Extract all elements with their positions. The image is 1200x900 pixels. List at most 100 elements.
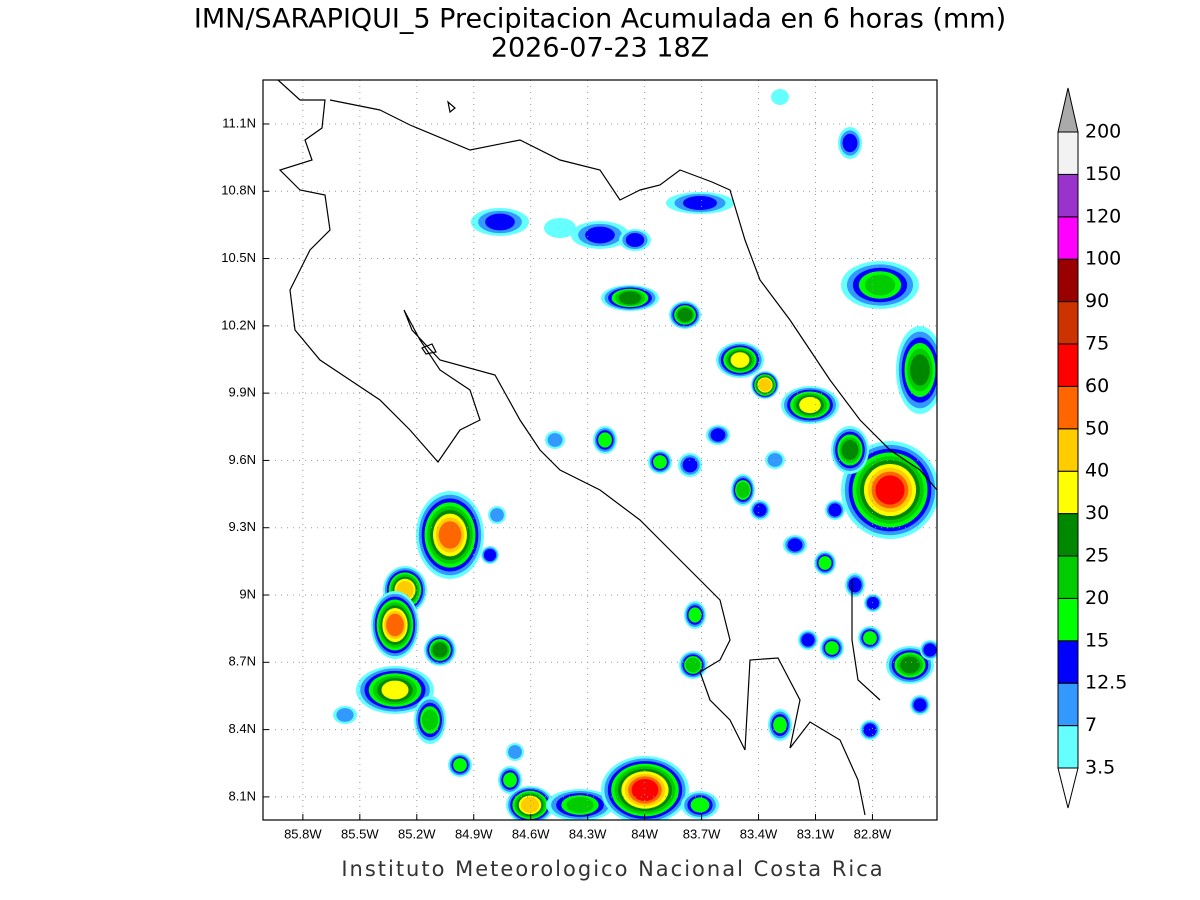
y-tick-label: 9.6N — [229, 452, 256, 467]
rain-contour — [866, 596, 880, 610]
rain-contour — [381, 680, 409, 700]
colorbar-segment — [1057, 597, 1079, 642]
colorbar-segment — [1057, 258, 1079, 303]
y-tick-label: 8.7N — [229, 654, 256, 669]
rain-contour — [438, 521, 462, 549]
rain-contour — [566, 797, 594, 813]
rain-contour — [771, 89, 789, 105]
y-tick-label: 10.8N — [221, 183, 256, 198]
coastline — [277, 80, 937, 816]
x-tick-label: 85.8W — [284, 826, 322, 841]
rain-contour — [863, 631, 877, 645]
colorbar-label: 3.5 — [1085, 757, 1115, 779]
rain-contour — [625, 232, 645, 248]
title: IMN/SARAPIQUI_5 Precipitacion Acumulada … — [194, 4, 1006, 35]
rain-contour — [688, 607, 702, 623]
rain-contour — [485, 213, 515, 231]
rain-contour — [682, 457, 698, 473]
rain-contour — [653, 455, 667, 469]
rain-contour — [842, 133, 858, 153]
colorbar-segment — [1057, 131, 1079, 175]
rain-contour — [585, 226, 615, 244]
rain-contour — [923, 643, 937, 657]
rain-contour — [503, 772, 517, 788]
rain-contour — [685, 657, 701, 673]
rain-contour — [544, 218, 576, 238]
colorbar-segment — [1057, 682, 1079, 727]
x-tick-label: 83.1W — [797, 826, 835, 841]
rain-contour — [677, 308, 693, 322]
rain-contour — [913, 698, 927, 712]
grid — [263, 80, 937, 820]
x-tick-label: 83.4W — [740, 826, 778, 841]
y-tick-label: 9.3N — [229, 519, 256, 534]
x-tick-label: 85.5W — [341, 826, 379, 841]
x-tick-label: 83.7W — [683, 826, 721, 841]
rain-contour — [900, 656, 920, 674]
colorbar-segment — [1057, 428, 1079, 472]
rain-contour — [825, 641, 839, 655]
rain-contour — [631, 778, 659, 802]
rain-contour — [730, 352, 750, 368]
y-tick-label: 10.5N — [221, 250, 256, 265]
rain-contour — [758, 378, 772, 392]
x-tick-label: 84.3W — [569, 826, 607, 841]
colorbar-label: 120 — [1085, 205, 1121, 227]
rain-contour — [422, 709, 438, 731]
colorbar-segment — [1057, 640, 1079, 684]
colorbar-segment — [1057, 216, 1079, 260]
colorbar-label: 100 — [1085, 248, 1121, 270]
y-tick-label: 10.2N — [221, 317, 256, 332]
rain-contour — [598, 432, 612, 448]
x-tick-label: 84.9W — [455, 826, 493, 841]
colorbar-label: 40 — [1085, 460, 1109, 482]
rain-contour — [490, 508, 504, 522]
rain-contour — [618, 291, 642, 305]
x-tick-label: 82.8W — [854, 826, 892, 841]
rain-contour — [520, 797, 540, 813]
rain-contour — [787, 538, 803, 552]
colorbar-segment — [1057, 725, 1079, 769]
rain-contour — [841, 440, 859, 460]
colorbar-segment — [1057, 385, 1079, 430]
rain-contour — [508, 745, 522, 759]
colorbar-over — [1057, 87, 1079, 133]
colorbar-label: 150 — [1085, 163, 1121, 185]
rain-contour — [736, 482, 750, 498]
x-tick-label: 84.6W — [512, 826, 550, 841]
colorbar-segment — [1057, 470, 1079, 515]
x-tick-label: 84W — [631, 826, 658, 841]
rain-contour — [828, 503, 842, 517]
rain-contour — [848, 577, 862, 593]
y-tick-label: 9N — [239, 586, 256, 601]
colorbar-label: 15 — [1085, 629, 1109, 651]
colorbar-label: 12.5 — [1085, 672, 1127, 694]
rain-contour — [683, 195, 717, 211]
y-tick-label: 8.1N — [229, 788, 256, 803]
colorbar-segment — [1057, 173, 1079, 218]
precipitation-field — [333, 89, 937, 820]
rain-contour — [710, 428, 726, 442]
subtitle: 2026-07-23 18Z — [491, 33, 709, 64]
plot-frame — [262, 79, 938, 821]
rain-contour — [799, 396, 821, 414]
x-tick-label: 85.2W — [398, 826, 436, 841]
rain-contour — [875, 475, 905, 505]
colorbar-label: 90 — [1085, 290, 1109, 312]
colorbar-label: 20 — [1085, 587, 1109, 609]
colorbar: 3.5 7 12.5 15 20 25 30 40 50 60 75 90 100 120 150 200 — [1057, 87, 1127, 809]
rain-contour — [773, 716, 787, 734]
rain-contour — [483, 548, 497, 562]
colorbar-under — [1057, 767, 1079, 809]
rain-contour — [453, 758, 467, 772]
colorbar-label: 75 — [1085, 333, 1109, 355]
rain-contour — [753, 503, 767, 517]
rain-contour — [547, 433, 563, 447]
rain-contour — [336, 708, 354, 722]
y-tick-label: 11.1N — [222, 115, 256, 130]
colorbar-segment — [1057, 343, 1079, 387]
rain-contour — [690, 797, 710, 813]
footer: Instituto Meteorologico Nacional Costa R… — [341, 857, 884, 881]
rain-contour — [910, 354, 930, 386]
